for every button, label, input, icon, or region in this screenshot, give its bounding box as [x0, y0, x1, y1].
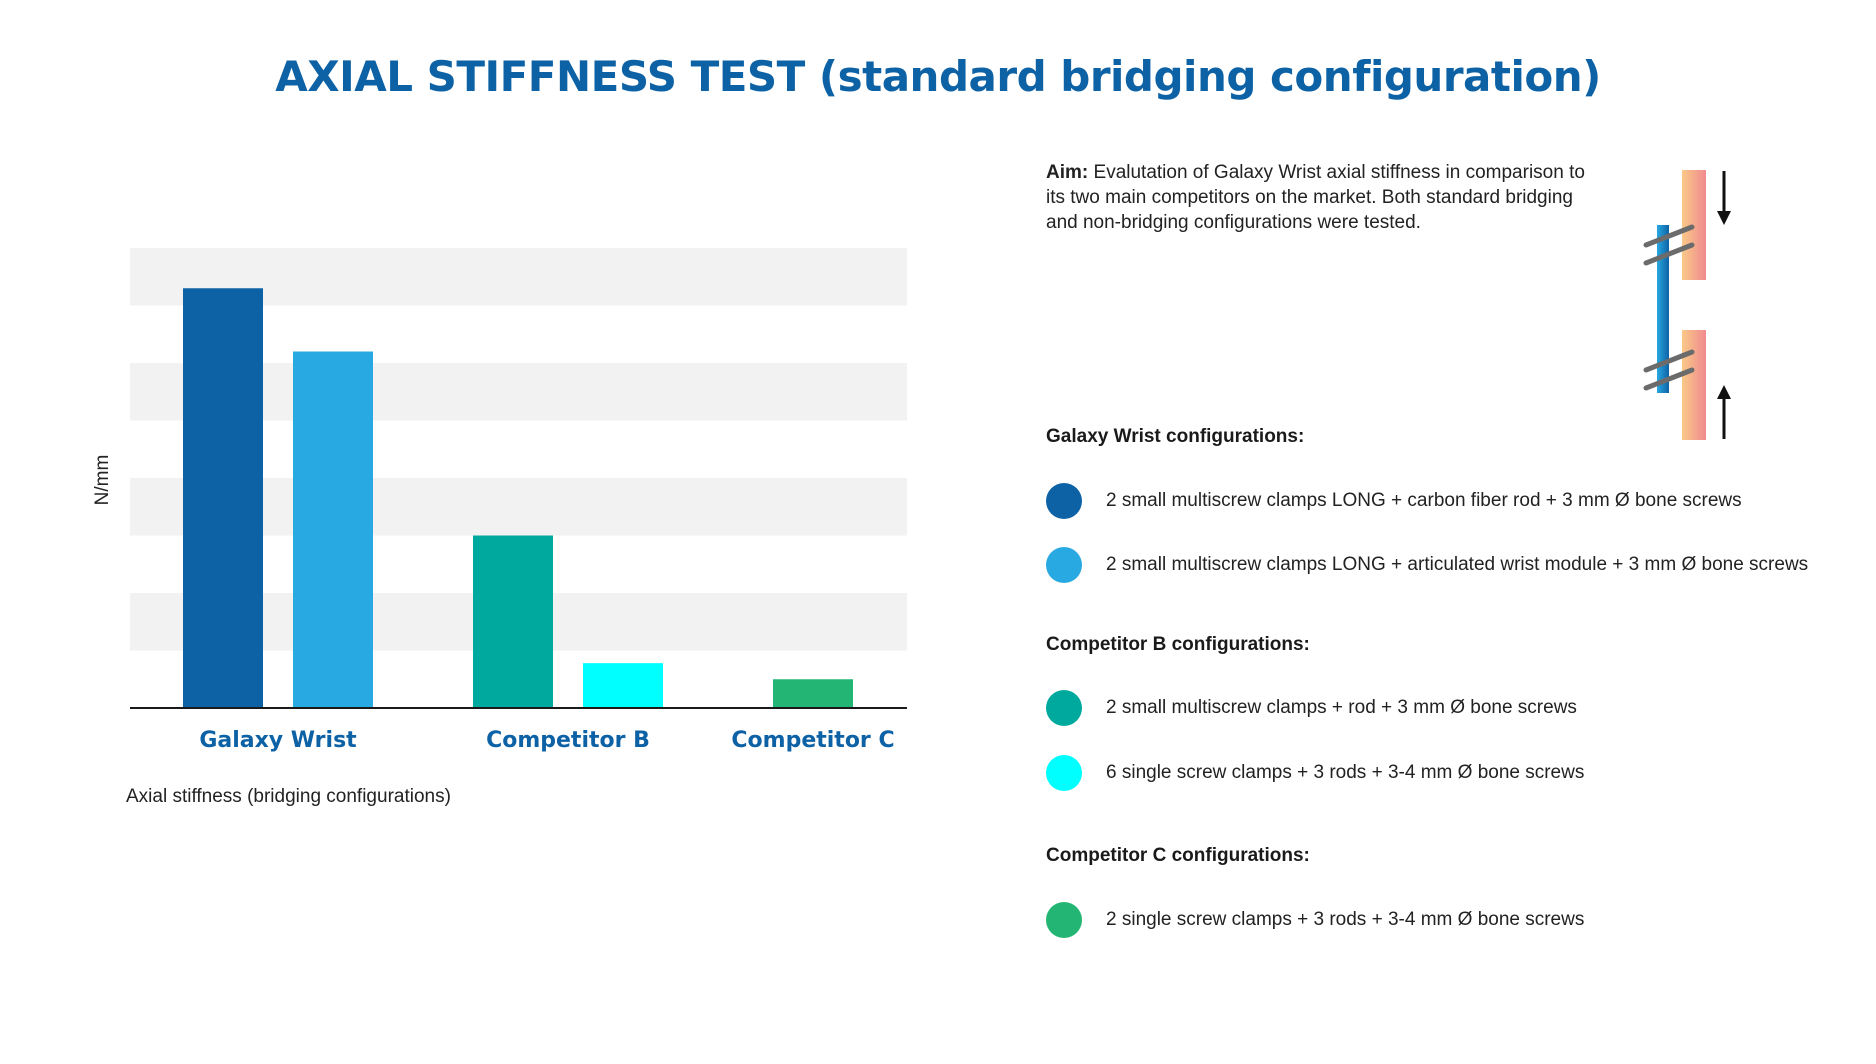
legend-swatch [1046, 902, 1082, 938]
bar [473, 535, 553, 708]
aim-paragraph: Aim: Evalutation of Galaxy Wrist axial s… [1046, 160, 1606, 235]
bar [183, 288, 263, 708]
legend-item: 2 single screw clamps + 3 rods + 3-4 mm … [1046, 901, 1584, 939]
legend-swatch [1046, 690, 1082, 726]
legend-label: 2 small multiscrew clamps LONG + articul… [1106, 554, 1809, 575]
bar [293, 351, 373, 708]
bridging-fixator-diagram-icon [1643, 170, 1731, 440]
legend-label: 2 small multiscrew clamps LONG + carbon … [1106, 490, 1742, 511]
legend-label: 6 single screw clamps + 3 rods + 3-4 mm … [1106, 762, 1585, 783]
axial-stiffness-bar-chart: Galaxy Wrist Competitor B Competitor C N/mm [92, 248, 907, 753]
legend-group-2-title: Competitor C configurations: [1046, 845, 1310, 866]
legend-item: 6 single screw clamps + 3 rods + 3-4 mm … [1046, 754, 1584, 792]
category-label: Galaxy Wrist [199, 728, 357, 753]
y-axis-label: N/mm [92, 455, 113, 506]
legend-label: 2 small multiscrew clamps + rod + 3 mm Ø… [1106, 697, 1577, 718]
legend-group-1-title: Competitor B configurations: [1046, 634, 1310, 655]
aim-text: Evalutation of Galaxy Wrist axial stiffn… [1046, 162, 1585, 233]
aim-label: Aim: [1046, 162, 1089, 183]
legend-item: 2 small multiscrew clamps + rod + 3 mm Ø… [1046, 689, 1577, 727]
bar [773, 679, 853, 708]
category-label: Competitor C [731, 728, 894, 753]
legend-item: 2 small multiscrew clamps LONG + articul… [1046, 546, 1808, 584]
legend-swatch [1046, 755, 1082, 791]
legend-swatch [1046, 483, 1082, 519]
legend-group-0-title: Galaxy Wrist configurations: [1046, 426, 1305, 447]
legend-item: 2 small multiscrew clamps LONG + carbon … [1046, 482, 1742, 520]
page-title: AXIAL STIFFNESS TEST (standard bridging … [275, 52, 1601, 101]
legend-swatch [1046, 547, 1082, 583]
chart-caption: Axial stiffness (bridging configurations… [126, 786, 451, 807]
category-label: Competitor B [486, 728, 650, 753]
legend-label: 2 single screw clamps + 3 rods + 3-4 mm … [1106, 909, 1585, 930]
bar [583, 663, 663, 708]
